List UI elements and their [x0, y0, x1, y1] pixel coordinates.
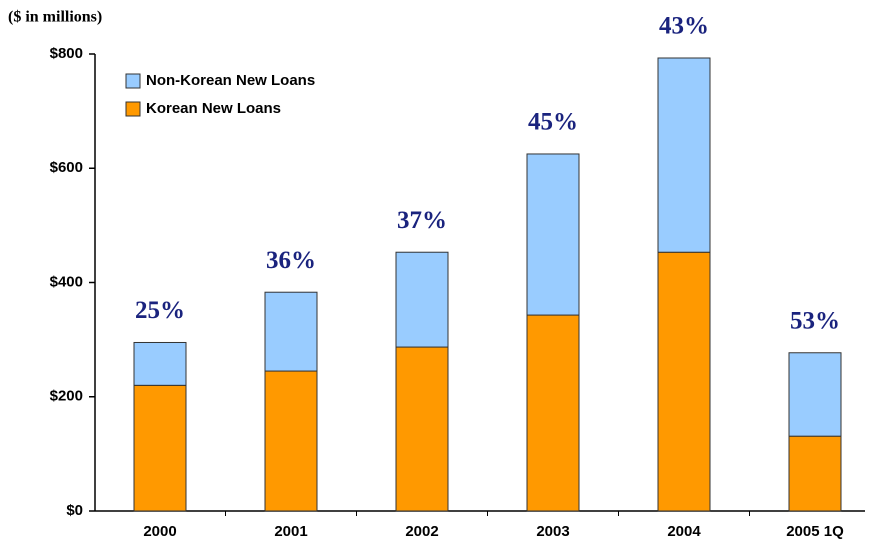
- share-label: 37%: [397, 207, 447, 234]
- legend-label: Korean New Loans: [146, 100, 281, 117]
- bar-segment: [264, 370, 318, 512]
- share-label: 36%: [266, 247, 316, 274]
- share-label: 25%: [135, 297, 185, 324]
- share-label: 45%: [528, 109, 578, 136]
- x-tick-label: 2003: [536, 523, 569, 540]
- share-label: 53%: [790, 307, 840, 334]
- share-label: 43%: [659, 13, 709, 40]
- legend-swatch: [125, 101, 141, 117]
- bar-segment: [657, 251, 711, 512]
- x-tick-label: 2005 1Q: [786, 523, 844, 540]
- y-tick-label: $0: [66, 502, 83, 519]
- bar-segment: [526, 153, 580, 316]
- bar-segment: [264, 291, 318, 372]
- legend-label: Non-Korean New Loans: [146, 72, 315, 89]
- subtitle: ($ in millions): [8, 9, 102, 26]
- y-tick-label: $400: [50, 273, 83, 290]
- y-tick-label: $600: [50, 159, 83, 176]
- bar-segment: [788, 435, 842, 512]
- x-tick-label: 2001: [274, 523, 307, 540]
- x-tick-label: 2004: [667, 523, 701, 540]
- bar-segment: [657, 57, 711, 253]
- x-tick-label: 2000: [143, 523, 176, 540]
- bar-segment: [133, 384, 187, 512]
- x-tick-label: 2002: [405, 523, 438, 540]
- y-tick-label: $200: [50, 388, 83, 405]
- bar-segment: [395, 346, 449, 512]
- bar-segment: [133, 341, 187, 386]
- legend-swatch: [125, 73, 141, 89]
- bar-segment: [526, 314, 580, 512]
- y-tick-label: $800: [50, 45, 83, 62]
- bar-segment: [395, 251, 449, 348]
- bar-segment: [788, 352, 842, 437]
